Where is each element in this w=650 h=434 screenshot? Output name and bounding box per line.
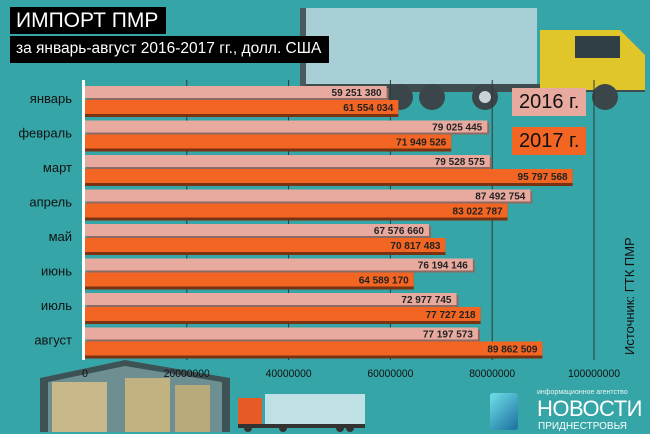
legend-2016: 2016 г. xyxy=(512,88,587,116)
bar-2017 xyxy=(85,134,452,149)
category-label: март xyxy=(43,160,72,175)
data-label-2017: 70 817 483 xyxy=(390,241,440,252)
logo-name: НОВОСТИ xyxy=(537,396,642,421)
bar-2017 xyxy=(85,100,399,114)
bar-2016 xyxy=(85,293,457,305)
data-label-2016: 67 576 660 xyxy=(374,226,424,237)
category-label: апрель xyxy=(29,195,72,210)
data-label-2017: 71 949 526 xyxy=(396,138,446,149)
bar-2016 xyxy=(85,327,478,340)
bar-2017 xyxy=(85,203,508,218)
data-label-2016: 79 025 445 xyxy=(432,123,482,134)
bar-2016 xyxy=(85,189,531,202)
bar-2016 xyxy=(85,258,473,271)
truck-illustration xyxy=(300,8,645,110)
data-label-2017: 95 797 568 xyxy=(518,172,568,183)
data-label-2017: 64 589 170 xyxy=(359,276,409,287)
bar-2016 xyxy=(85,120,488,133)
data-label-2016: 77 197 573 xyxy=(423,330,473,341)
chart-title: ИМПОРТ ПМР xyxy=(10,7,167,34)
y-axis-line xyxy=(82,80,85,360)
category-label: февраль xyxy=(18,126,72,141)
bar-2017 xyxy=(85,307,481,321)
logo-icon xyxy=(490,393,518,430)
data-label-2016: 79 528 575 xyxy=(435,157,485,168)
data-label-2017: 89 862 509 xyxy=(487,345,537,356)
data-label-2016: 87 492 754 xyxy=(475,192,525,203)
category-label: май xyxy=(49,229,72,244)
chart-subtitle: за январь-август 2016-2017 гг., долл. СШ… xyxy=(10,36,330,63)
legend-2017: 2017 г. xyxy=(512,127,587,155)
source-note: Источник: ГТК ПМР xyxy=(622,237,637,355)
small-truck-illustration xyxy=(238,394,365,432)
data-label-2016: 72 977 745 xyxy=(401,295,451,306)
x-tick-label: 40000000 xyxy=(266,368,312,380)
category-label: январь xyxy=(30,91,72,106)
x-tick-label: 80000000 xyxy=(469,368,515,380)
bar-2017 xyxy=(85,272,414,287)
bar-2016 xyxy=(85,224,429,236)
category-label: июнь xyxy=(41,264,72,279)
logo-tagline: информационное агентство xyxy=(537,389,628,396)
x-tick-label: 0 xyxy=(82,368,88,380)
bar-2016 xyxy=(85,86,387,98)
data-label-2017: 77 727 218 xyxy=(426,310,476,321)
data-label-2017: 83 022 787 xyxy=(453,207,503,218)
bar-2017 xyxy=(85,169,573,183)
data-label-2017: 61 554 034 xyxy=(343,103,393,114)
bar-2016 xyxy=(85,155,490,167)
x-tick-label: 60000000 xyxy=(367,368,413,380)
x-tick-label: 20000000 xyxy=(164,368,210,380)
bar-2017 xyxy=(85,238,446,252)
warehouse-illustration xyxy=(40,360,230,432)
bar-2017 xyxy=(85,341,543,356)
category-label: август xyxy=(34,333,72,348)
logo-subname: ПРИДНЕСТРОВЬЯ xyxy=(538,421,627,432)
category-label: июль xyxy=(41,298,72,313)
x-tick-label: 100000000 xyxy=(568,368,620,380)
data-label-2016: 76 194 146 xyxy=(418,261,468,272)
data-label-2016: 59 251 380 xyxy=(332,88,382,99)
